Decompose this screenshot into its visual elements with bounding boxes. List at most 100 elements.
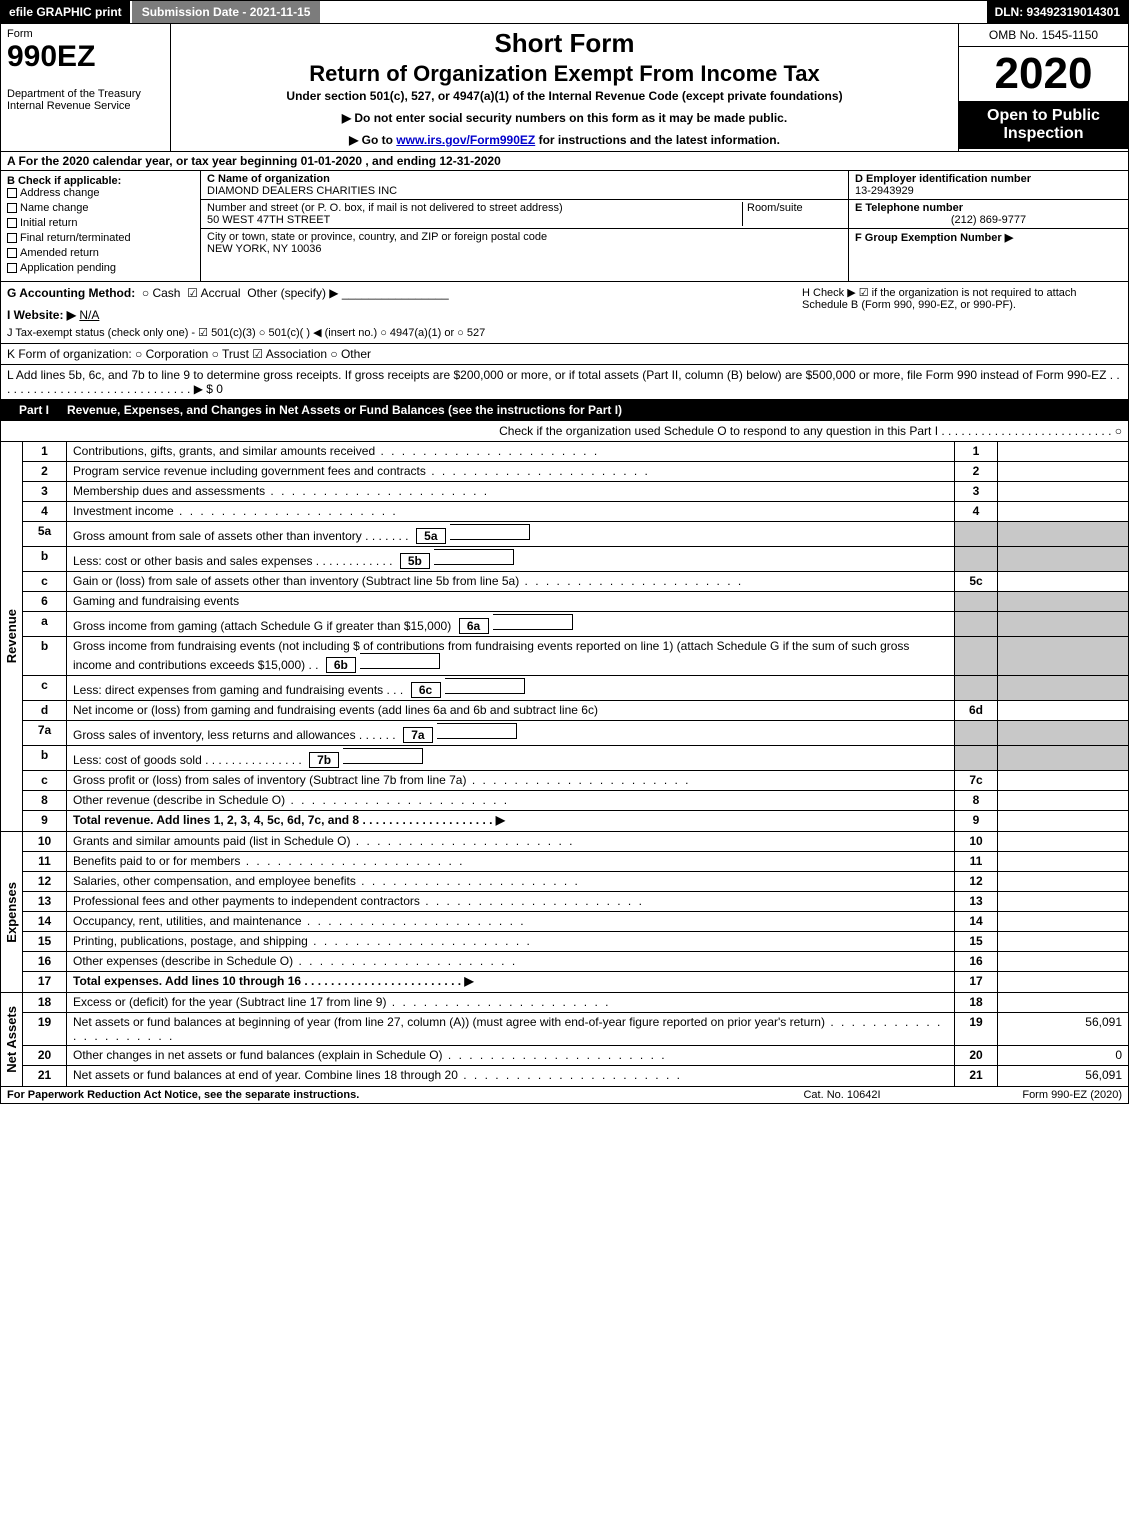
- box-b-title: B Check if applicable:: [7, 175, 194, 187]
- no-ssn-line: ▶ Do not enter social security numbers o…: [177, 111, 952, 125]
- phone-row: E Telephone number (212) 869-9777: [849, 200, 1128, 229]
- line-12: 12Salaries, other compensation, and empl…: [23, 872, 1128, 892]
- paperwork-notice: For Paperwork Reduction Act Notice, see …: [7, 1089, 742, 1101]
- line-10: 10Grants and similar amounts paid (list …: [23, 832, 1128, 852]
- header-center: Short Form Return of Organization Exempt…: [171, 24, 958, 151]
- ein-row: D Employer identification number 13-2943…: [849, 171, 1128, 200]
- room-suite: Room/suite: [742, 202, 842, 226]
- line-7b: bLess: cost of goods sold . . . . . . . …: [23, 746, 1128, 771]
- line-19: 19Net assets or fund balances at beginni…: [23, 1013, 1128, 1046]
- d-label: D Employer identification number: [855, 173, 1122, 185]
- irs-text: Internal Revenue Service: [7, 100, 164, 112]
- group-exemption-row: F Group Exemption Number ▶: [849, 229, 1128, 246]
- expenses-side-label: Expenses: [1, 832, 23, 992]
- city-label: City or town, state or province, country…: [207, 231, 547, 243]
- addr-value: 50 WEST 47TH STREET: [207, 214, 742, 226]
- goto-prefix: ▶ Go to: [349, 133, 396, 147]
- spacer: [322, 1, 986, 23]
- line-18: 18Excess or (deficit) for the year (Subt…: [23, 993, 1128, 1013]
- header-right: OMB No. 1545-1150 2020 Open to Public In…: [958, 24, 1128, 151]
- check-amended-return[interactable]: Amended return: [7, 247, 194, 259]
- form-number: 990EZ: [7, 40, 164, 74]
- line-7c: cGross profit or (loss) from sales of in…: [23, 771, 1128, 791]
- line-13: 13Professional fees and other payments t…: [23, 892, 1128, 912]
- line-20: 20Other changes in net assets or fund ba…: [23, 1046, 1128, 1066]
- part-1-label: Part I: [9, 403, 59, 417]
- check-name-change[interactable]: Name change: [7, 202, 194, 214]
- tax-year: 2020: [959, 47, 1128, 101]
- form-ref: Form 990-EZ (2020): [942, 1089, 1122, 1101]
- f-label: F Group Exemption Number ▶: [855, 231, 1122, 244]
- omb-number: OMB No. 1545-1150: [959, 24, 1128, 47]
- form-label: Form: [7, 28, 164, 40]
- phone-value: (212) 869-9777: [855, 214, 1122, 226]
- form-header: Form 990EZ Department of the Treasury In…: [0, 24, 1129, 152]
- i-label: I Website: ▶: [7, 308, 76, 322]
- h-schedule-b: H Check ▶ ☑ if the organization is not r…: [802, 286, 1122, 339]
- website-value: N/A: [79, 308, 99, 322]
- header-left: Form 990EZ Department of the Treasury In…: [1, 24, 171, 151]
- line-3: 3Membership dues and assessments3: [23, 482, 1128, 502]
- revenue-side-label: Revenue: [1, 442, 23, 831]
- line-5a: 5aGross amount from sale of assets other…: [23, 522, 1128, 547]
- check-address-change[interactable]: Address change: [7, 187, 194, 199]
- line-14: 14Occupancy, rent, utilities, and mainte…: [23, 912, 1128, 932]
- g-accrual[interactable]: Accrual: [201, 286, 241, 300]
- j-tax-exempt: J Tax-exempt status (check only one) - ☑…: [7, 326, 802, 339]
- line-9: 9Total revenue. Add lines 1, 2, 3, 4, 5c…: [23, 811, 1128, 831]
- net-assets-table: Net Assets 18Excess or (deficit) for the…: [0, 993, 1129, 1087]
- top-bar: efile GRAPHIC print Submission Date - 20…: [0, 0, 1129, 24]
- box-d: D Employer identification number 13-2943…: [848, 171, 1128, 281]
- line-2: 2Program service revenue including gover…: [23, 462, 1128, 482]
- revenue-table: Revenue 1Contributions, gifts, grants, a…: [0, 442, 1129, 832]
- section-a-tax-year: A For the 2020 calendar year, or tax yea…: [0, 152, 1129, 171]
- line-7a: 7aGross sales of inventory, less returns…: [23, 721, 1128, 746]
- city-value: NEW YORK, NY 10036: [207, 243, 547, 255]
- ein-value: 13-2943929: [855, 185, 1122, 197]
- part-1-title: Revenue, Expenses, and Changes in Net As…: [67, 403, 622, 417]
- line-21: 21Net assets or fund balances at end of …: [23, 1066, 1128, 1086]
- e-label: E Telephone number: [855, 202, 1122, 214]
- part-1-check-o: Check if the organization used Schedule …: [0, 421, 1129, 442]
- part-1-header: Part I Revenue, Expenses, and Changes in…: [0, 400, 1129, 421]
- k-form-organization: K Form of organization: ○ Corporation ○ …: [0, 344, 1129, 365]
- line-5c: cGain or (loss) from sale of assets othe…: [23, 572, 1128, 592]
- line-11: 11Benefits paid to or for members11: [23, 852, 1128, 872]
- l-gross-receipts: L Add lines 5b, 6c, and 7b to line 9 to …: [0, 365, 1129, 400]
- check-application-pending[interactable]: Application pending: [7, 262, 194, 274]
- org-name: DIAMOND DEALERS CHARITIES INC: [207, 185, 842, 197]
- cat-no: Cat. No. 10642I: [742, 1089, 942, 1101]
- addr-label: Number and street (or P. O. box, if mail…: [207, 202, 742, 214]
- short-form-title: Short Form: [177, 28, 952, 59]
- line-4: 4Investment income4: [23, 502, 1128, 522]
- address-row: Number and street (or P. O. box, if mail…: [201, 200, 848, 229]
- goto-line: ▶ Go to www.irs.gov/Form990EZ for instru…: [177, 133, 952, 147]
- line-6d: dNet income or (loss) from gaming and fu…: [23, 701, 1128, 721]
- city-row: City or town, state or province, country…: [201, 229, 848, 257]
- line-17: 17Total expenses. Add lines 10 through 1…: [23, 972, 1128, 992]
- dln-label: DLN: 93492319014301: [987, 1, 1128, 23]
- efile-label[interactable]: efile GRAPHIC print: [1, 1, 130, 23]
- line-6b: bGross income from fundraising events (n…: [23, 637, 1128, 676]
- line-6c: cLess: direct expenses from gaming and f…: [23, 676, 1128, 701]
- irs-link[interactable]: www.irs.gov/Form990EZ: [396, 133, 535, 147]
- page-footer: For Paperwork Reduction Act Notice, see …: [0, 1087, 1129, 1104]
- c-label: C Name of organization: [207, 173, 842, 185]
- line-16: 16Other expenses (describe in Schedule O…: [23, 952, 1128, 972]
- g-label: G Accounting Method:: [7, 286, 135, 300]
- g-other[interactable]: Other (specify) ▶: [247, 286, 338, 300]
- goto-suffix: for instructions and the latest informat…: [535, 133, 780, 147]
- box-b: B Check if applicable: Address change Na…: [1, 171, 201, 281]
- org-name-row: C Name of organization DIAMOND DEALERS C…: [201, 171, 848, 200]
- open-public-badge: Open to Public Inspection: [959, 101, 1128, 149]
- line-8: 8Other revenue (describe in Schedule O)8: [23, 791, 1128, 811]
- check-final-return[interactable]: Final return/terminated: [7, 232, 194, 244]
- info-block: B Check if applicable: Address change Na…: [0, 171, 1129, 282]
- g-cash[interactable]: Cash: [152, 286, 180, 300]
- line-6a: aGross income from gaming (attach Schedu…: [23, 612, 1128, 637]
- line-6: 6Gaming and fundraising events: [23, 592, 1128, 612]
- return-title: Return of Organization Exempt From Incom…: [177, 61, 952, 87]
- under-section: Under section 501(c), 527, or 4947(a)(1)…: [177, 89, 952, 103]
- line-15: 15Printing, publications, postage, and s…: [23, 932, 1128, 952]
- check-initial-return[interactable]: Initial return: [7, 217, 194, 229]
